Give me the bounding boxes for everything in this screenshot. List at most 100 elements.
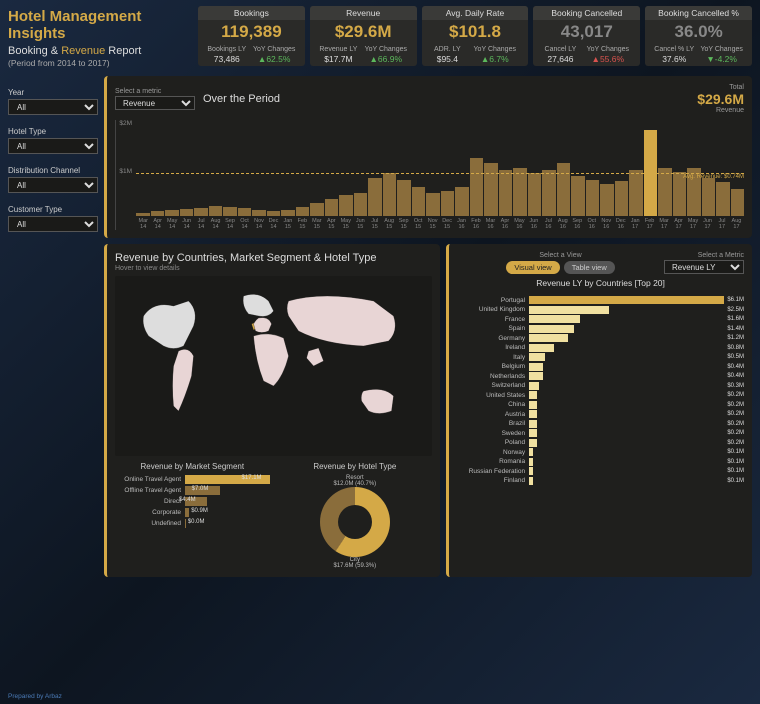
kpi-card: Revenue $29.6M Revenue LY$17.7M YoY Chan… bbox=[310, 6, 417, 66]
period-bar[interactable] bbox=[615, 181, 629, 216]
period-bar[interactable] bbox=[484, 163, 498, 216]
country-row: Finland $0.1M bbox=[457, 477, 744, 485]
map-panel: Revenue by Countries, Market Segment & H… bbox=[104, 244, 440, 577]
period-bar[interactable] bbox=[296, 207, 310, 216]
country-label: France bbox=[457, 316, 529, 323]
country-label: United Kingdom bbox=[457, 306, 529, 313]
country-value: $0.4M bbox=[727, 364, 744, 370]
kpi-value: $29.6M bbox=[316, 23, 411, 42]
market-segment-row: Undefined $0.0M bbox=[115, 519, 270, 528]
period-bar[interactable] bbox=[165, 210, 179, 216]
kpi-label: Avg. Daily Rate bbox=[422, 6, 529, 20]
country-label: Belgium bbox=[457, 363, 529, 370]
period-bar[interactable] bbox=[470, 158, 484, 216]
kpi-yoy-label: YoY Changes bbox=[587, 46, 629, 53]
kpi-yoy-label: YoY Changes bbox=[365, 46, 407, 53]
country-value: $2.5M bbox=[727, 307, 744, 313]
visual-view-toggle[interactable]: Visual view bbox=[506, 261, 559, 274]
period-bar[interactable] bbox=[267, 211, 281, 216]
hotel-type-donut bbox=[320, 487, 390, 557]
kpi-yoy-value: ▲55.6% bbox=[587, 54, 629, 64]
country-value: $0.2M bbox=[727, 440, 744, 446]
market-segment-title: Revenue by Market Segment bbox=[115, 462, 270, 471]
period-bar[interactable] bbox=[600, 184, 614, 216]
kpi-sub-value: 37.6% bbox=[654, 54, 694, 64]
country-value: $0.2M bbox=[727, 421, 744, 427]
period-bar[interactable] bbox=[151, 211, 165, 216]
filter-label: Hotel Type bbox=[8, 127, 98, 136]
map-subtitle: Hover to view details bbox=[115, 265, 377, 272]
segment-label: Corporate bbox=[115, 509, 185, 516]
period-bar[interactable] bbox=[586, 180, 600, 216]
period-bar[interactable] bbox=[136, 213, 150, 216]
country-row: Portugal $6.1M bbox=[457, 296, 744, 304]
country-value: $0.2M bbox=[727, 402, 744, 408]
period-bar[interactable] bbox=[702, 178, 716, 216]
country-value: $6.1M bbox=[727, 297, 744, 303]
period-bar[interactable] bbox=[368, 178, 382, 216]
country-value: $0.4M bbox=[727, 373, 744, 379]
period-bar[interactable] bbox=[223, 207, 237, 216]
country-value: $0.2M bbox=[727, 430, 744, 436]
period-bar[interactable] bbox=[557, 163, 571, 216]
country-row: Switzerland $0.3M bbox=[457, 382, 744, 390]
period-bar[interactable] bbox=[731, 189, 745, 216]
country-label: Poland bbox=[457, 439, 529, 446]
kpi-label: Revenue bbox=[310, 6, 417, 20]
metric-select[interactable]: Revenue bbox=[115, 96, 195, 110]
world-map[interactable] bbox=[115, 276, 432, 456]
country-panel: Select a View Visual view Table view Sel… bbox=[446, 244, 752, 577]
table-view-toggle[interactable]: Table view bbox=[564, 261, 615, 274]
filter-select-hotel-type[interactable]: All bbox=[8, 138, 98, 154]
period-bar[interactable] bbox=[180, 209, 194, 216]
period-bar[interactable] bbox=[397, 180, 411, 216]
period-bar[interactable] bbox=[209, 206, 223, 216]
total-label: Total bbox=[697, 84, 744, 91]
filter-select-customer-type[interactable]: All bbox=[8, 216, 98, 232]
period-bar[interactable] bbox=[339, 195, 353, 216]
kpi-sub-value: 73,486 bbox=[207, 54, 246, 64]
country-row: Austria $0.2M bbox=[457, 410, 744, 418]
period-bar[interactable] bbox=[325, 199, 339, 216]
period-bar[interactable] bbox=[354, 193, 368, 216]
period-bar[interactable] bbox=[310, 203, 324, 216]
filter-label: Distribution Channel bbox=[8, 166, 98, 175]
period-bar[interactable] bbox=[455, 187, 469, 216]
country-row: Germany $1.2M bbox=[457, 334, 744, 342]
kpi-label: Booking Cancelled % bbox=[645, 6, 752, 20]
period-bar[interactable] bbox=[441, 191, 455, 216]
country-label: China bbox=[457, 401, 529, 408]
period-chart-panel: Select a metric Revenue Over the Period … bbox=[104, 76, 752, 238]
period-bar[interactable] bbox=[281, 210, 295, 216]
country-label: Norway bbox=[457, 449, 529, 456]
country-metric-select[interactable]: Revenue LY bbox=[664, 260, 744, 274]
country-value: $0.2M bbox=[727, 411, 744, 417]
kpi-yoy-value: ▲66.9% bbox=[365, 54, 407, 64]
country-label: Portugal bbox=[457, 297, 529, 304]
period-bar[interactable] bbox=[426, 193, 440, 216]
filter-select-year[interactable]: All bbox=[8, 99, 98, 115]
filter-label: Customer Type bbox=[8, 205, 98, 214]
period-bar[interactable] bbox=[194, 208, 208, 216]
period-bar[interactable] bbox=[412, 187, 426, 216]
kpi-sub-label: Cancel LY bbox=[545, 46, 577, 53]
country-value: $1.2M bbox=[727, 335, 744, 341]
segment-value: $17.1M bbox=[242, 475, 262, 481]
period-bar-chart: $2M$1M Avg. Revenue: $0.74M Mar14Apr14Ma… bbox=[115, 120, 744, 230]
period-bar[interactable] bbox=[571, 176, 585, 216]
kpi-label: Bookings bbox=[198, 6, 305, 20]
segment-label: Offline Travel Agent bbox=[115, 487, 185, 494]
country-label: Sweden bbox=[457, 430, 529, 437]
period-bar[interactable] bbox=[252, 210, 266, 216]
kpi-sub-value: $17.7M bbox=[319, 54, 357, 64]
period-bar[interactable] bbox=[238, 208, 252, 216]
total-value: $29.6M bbox=[697, 91, 744, 107]
country-value: $1.6M bbox=[727, 316, 744, 322]
period-bar[interactable] bbox=[716, 182, 730, 216]
kpi-yoy-label: YoY Changes bbox=[474, 46, 516, 53]
segment-value: $0.0M bbox=[188, 519, 205, 525]
filter-select-distribution-channel[interactable]: All bbox=[8, 177, 98, 193]
country-row: Spain $1.4M bbox=[457, 325, 744, 333]
kpi-card: Bookings 119,389 Bookings LY73,486 YoY C… bbox=[198, 6, 305, 66]
market-segment-row: Online Travel Agent $17.1M bbox=[115, 475, 270, 484]
